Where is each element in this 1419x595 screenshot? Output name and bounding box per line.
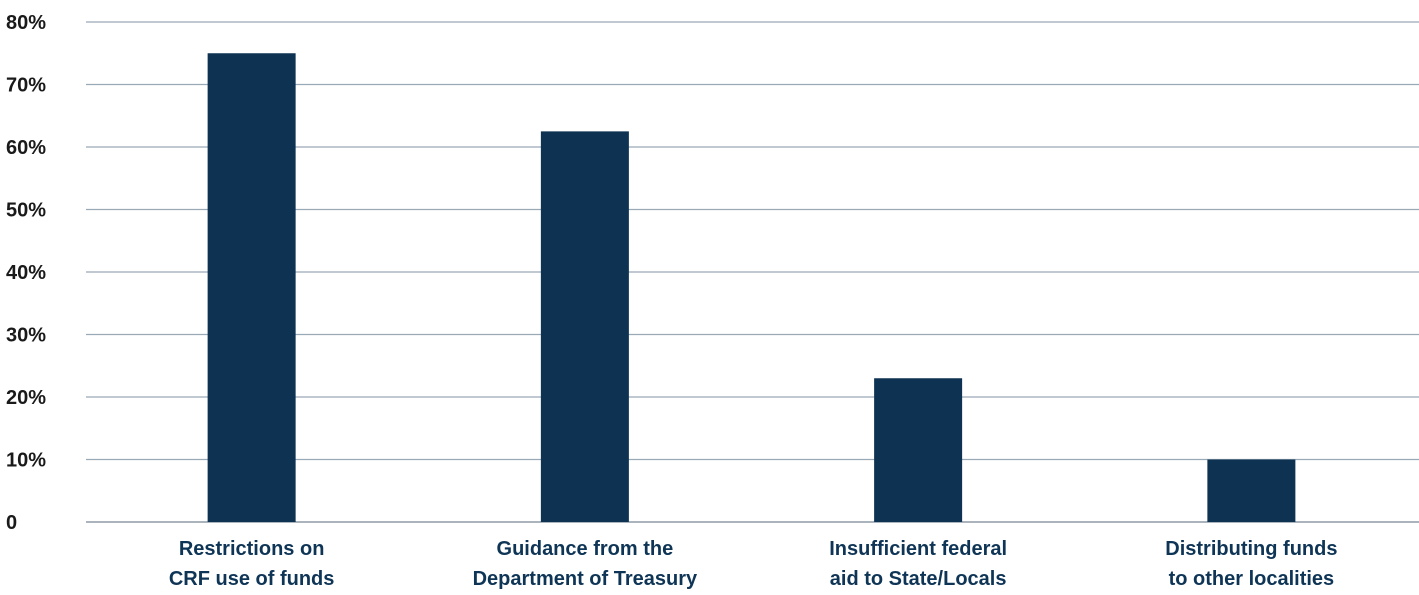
y-tick-label: 30% — [6, 325, 46, 347]
y-tick-label: 0 — [6, 512, 17, 534]
bar — [1207, 459, 1296, 522]
y-tick-label: 60% — [6, 137, 46, 159]
x-axis-category-labels: Restrictions on CRF use of funds Guidance … — [169, 538, 1338, 590]
gridlines — [86, 21, 1419, 523]
y-tick-label: 20% — [6, 387, 46, 409]
x-category-label: Insufficient federal aid to State/Locals — [829, 538, 1007, 590]
y-tick-label: 70% — [6, 75, 46, 97]
bars — [207, 53, 1296, 522]
y-tick-label: 80% — [6, 12, 46, 34]
x-category-label: Restrictions on CRF use of funds — [169, 538, 335, 590]
y-tick-label: 10% — [6, 450, 46, 472]
bar — [540, 131, 629, 522]
x-category-label: Distributing funds to other localities — [1165, 538, 1337, 590]
bar — [207, 53, 296, 522]
x-category-label: Guidance from the Department of Treasury — [473, 538, 698, 590]
y-tick-label: 50% — [6, 200, 46, 222]
y-axis-tick-labels: 0 10% 20% 30% 40% 50% 60% 70% 80% — [6, 12, 46, 534]
bar — [874, 378, 963, 522]
y-tick-label: 40% — [6, 262, 46, 284]
